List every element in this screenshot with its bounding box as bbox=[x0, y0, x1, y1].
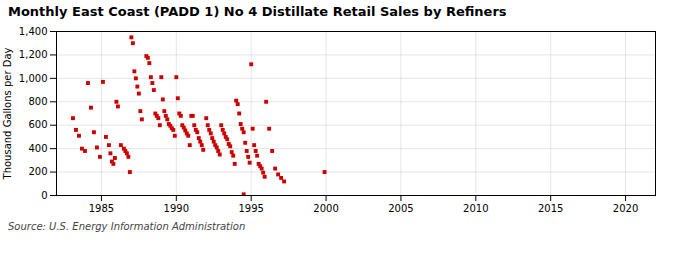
html-text:Source: U.S. Energy Informatio: Source: U.S. Energy Information Administ… bbox=[8, 221, 246, 232]
svg-text:1,000: 1,000 bbox=[19, 73, 48, 84]
svg-text:0: 0 bbox=[41, 190, 47, 201]
svg-text:2010: 2010 bbox=[463, 203, 488, 214]
svg-text:400: 400 bbox=[28, 143, 47, 154]
svg-text:1990: 1990 bbox=[164, 203, 189, 214]
svg-text:200: 200 bbox=[28, 166, 47, 177]
svg-text:2005: 2005 bbox=[388, 203, 413, 214]
svg-text:1,200: 1,200 bbox=[19, 49, 48, 60]
svg-text:1,400: 1,400 bbox=[19, 26, 48, 37]
svg-text:600: 600 bbox=[28, 119, 47, 130]
svg-text:1995: 1995 bbox=[238, 203, 263, 214]
html-text:Monthly East Coast (PADD 1) No: Monthly East Coast (PADD 1) No 4 Distill… bbox=[8, 4, 507, 19]
svg-text:800: 800 bbox=[28, 96, 47, 107]
svg-text:Thousand Gallons per Day: Thousand Gallons per Day bbox=[2, 47, 13, 180]
svg-text:2015: 2015 bbox=[538, 203, 563, 214]
svg-text:2020: 2020 bbox=[613, 203, 638, 214]
svg-text:1985: 1985 bbox=[89, 203, 114, 214]
svg-text:2000: 2000 bbox=[313, 203, 338, 214]
